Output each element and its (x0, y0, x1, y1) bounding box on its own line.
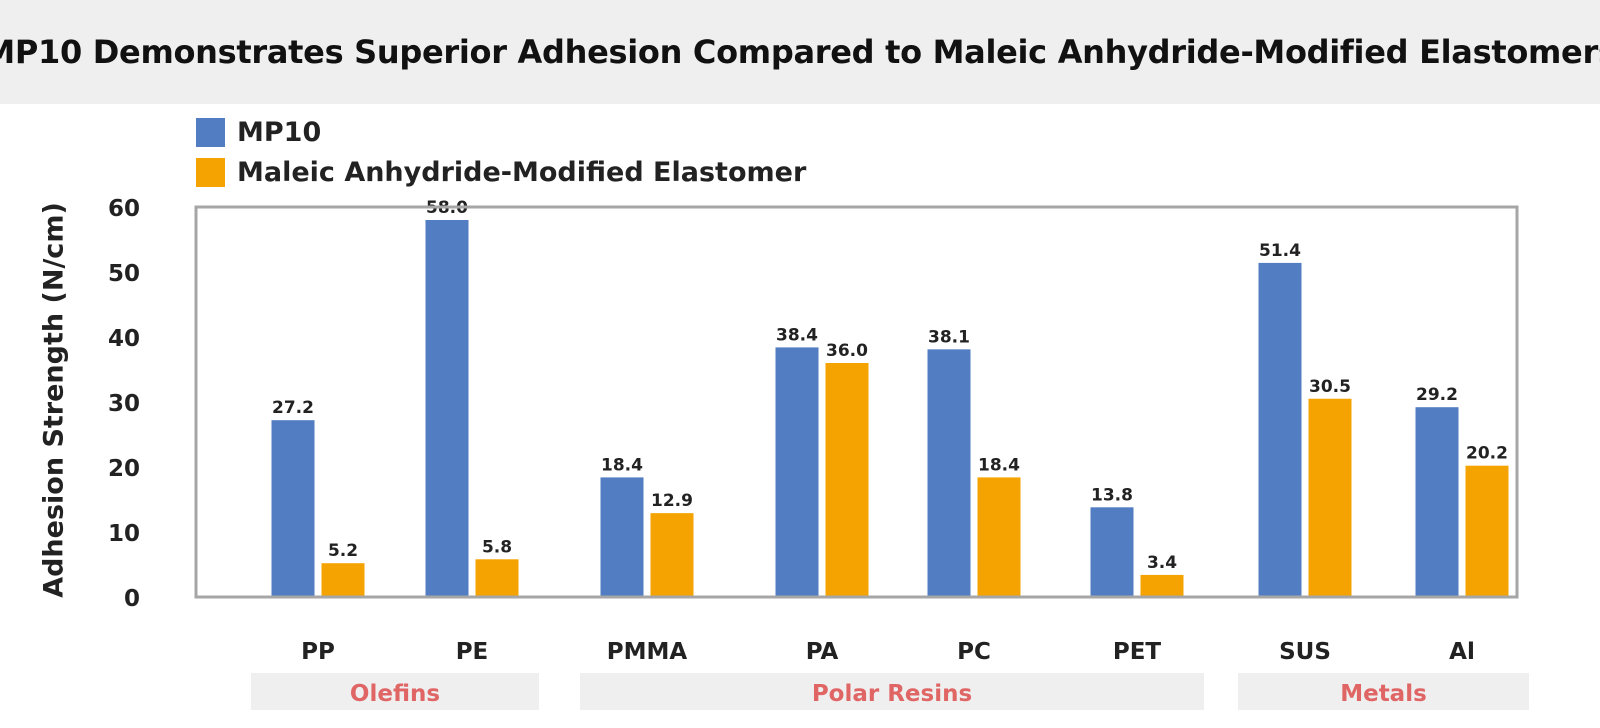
bar-mp10 (1415, 407, 1459, 597)
x-tick-label: PET (1113, 639, 1162, 665)
x-tick-label: Al (1449, 639, 1475, 665)
x-tick-label: PP (301, 639, 335, 665)
group-band (580, 673, 1204, 710)
legend: MP10 Maleic Anhydride-Modified Elastomer (196, 112, 806, 192)
bar-mp10 (271, 420, 315, 597)
data-label: 20.2 (1466, 444, 1508, 464)
data-label: 36.0 (826, 341, 868, 361)
x-tick-label: PE (456, 639, 489, 665)
group-label: Metals (1340, 681, 1427, 707)
bar-elastomer (475, 559, 519, 597)
group-band (1238, 673, 1529, 710)
bar-elastomer (650, 513, 694, 597)
bar-mp10 (775, 347, 819, 597)
data-label: 5.8 (482, 537, 512, 557)
y-tick-label: 0 (124, 586, 140, 612)
legend-label-mp10: MP10 (237, 116, 322, 148)
title-band: MP10 Demonstrates Superior Adhesion Comp… (0, 0, 1600, 104)
plot-frame (194, 205, 1519, 599)
y-tick-label: 20 (108, 456, 140, 482)
data-label: 18.4 (601, 455, 643, 475)
bar-elastomer (977, 477, 1021, 597)
x-tick-label: SUS (1279, 639, 1331, 665)
data-label: 5.2 (328, 541, 358, 561)
x-tick-label: PC (957, 639, 991, 665)
data-label: 51.4 (1259, 241, 1301, 261)
bar-elastomer (825, 363, 869, 597)
bar-mp10 (600, 477, 644, 597)
bar-elastomer (321, 563, 365, 597)
legend-swatch-mp10 (196, 117, 225, 147)
y-tick-label: 40 (108, 326, 140, 352)
bar-elastomer (1308, 398, 1352, 597)
group-label: Olefins (350, 681, 440, 707)
bar-mp10 (1258, 262, 1302, 597)
legend-item-elastomer: Maleic Anhydride-Modified Elastomer (196, 152, 806, 192)
y-tick-label: 60 (108, 196, 140, 222)
data-label: 30.5 (1309, 377, 1351, 397)
data-label: 29.2 (1416, 385, 1458, 405)
bar-elastomer (1140, 574, 1184, 597)
y-tick-label: 30 (108, 391, 140, 417)
data-label: 13.8 (1091, 485, 1133, 505)
bar-mp10 (1090, 507, 1134, 597)
y-tick-label: 50 (108, 261, 140, 287)
data-label: 27.2 (272, 398, 314, 418)
x-tick-label: PA (806, 639, 839, 665)
group-band (251, 673, 539, 710)
chart-title: MP10 Demonstrates Superior Adhesion Comp… (0, 33, 1600, 71)
bar-elastomer (1465, 465, 1509, 597)
data-label: 12.9 (651, 491, 693, 511)
y-tick-label: 10 (108, 521, 140, 547)
bar-mp10 (927, 349, 971, 597)
legend-item-mp10: MP10 (196, 112, 806, 152)
group-label: Polar Resins (812, 681, 972, 707)
x-tick-label: PMMA (607, 639, 688, 665)
legend-label-elastomer: Maleic Anhydride-Modified Elastomer (237, 156, 807, 188)
data-label: 38.1 (928, 327, 970, 347)
legend-swatch-elastomer (196, 157, 225, 187)
data-label: 3.4 (1147, 553, 1177, 573)
data-label: 38.4 (776, 325, 818, 345)
bar-mp10 (425, 220, 469, 597)
data-label: 18.4 (978, 455, 1020, 475)
